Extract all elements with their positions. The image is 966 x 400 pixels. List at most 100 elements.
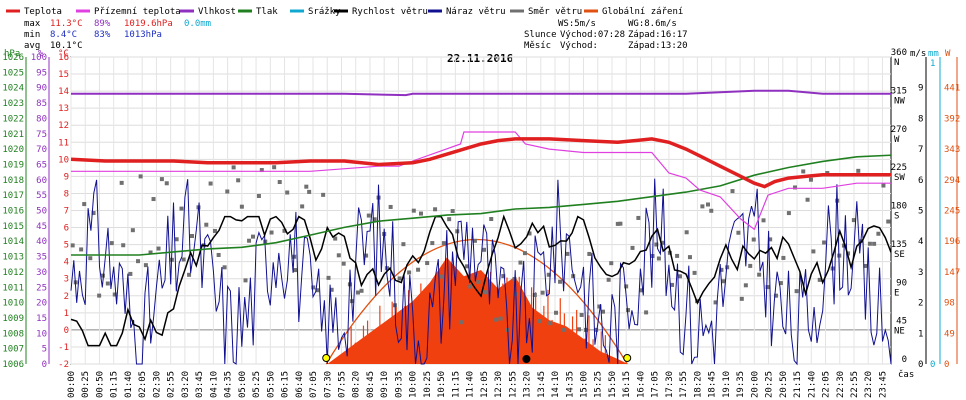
wind-dir-point — [654, 242, 659, 247]
wind-dir-point — [151, 197, 156, 202]
wind-dir-point — [105, 281, 110, 286]
wind-dir-point — [721, 279, 726, 284]
x-axis-label: 08:20 — [352, 371, 362, 398]
axis-w-tick: 294 — [944, 176, 960, 186]
axis-temp-tick: 13 — [58, 104, 69, 114]
wind-dir-point — [793, 185, 798, 190]
wind-dir-point — [811, 249, 816, 254]
x-axis-label: 12:05 — [480, 371, 490, 398]
x-axis-label: 02:30 — [152, 371, 162, 398]
wind-dir-point — [208, 181, 213, 186]
x-axis-label: 12:55 — [508, 371, 518, 398]
axis-hpa-tick: 1025 — [2, 68, 24, 78]
wind-dir-point — [70, 243, 75, 248]
wind-dir-point — [501, 274, 506, 279]
x-axis-label: 00:00 — [67, 371, 77, 398]
wind-dir-point — [692, 270, 697, 275]
x-axis-label: 15:25 — [594, 371, 604, 398]
axis-w-tick: 392 — [944, 114, 960, 124]
wind-dir-point — [119, 180, 124, 185]
wind-dir-point — [159, 177, 164, 182]
axis-pct-tick: 25 — [36, 283, 47, 293]
legend-label-vlhkost: Vlhkost — [198, 7, 236, 17]
wind-dir-point — [670, 282, 675, 287]
x-axis-label: 02:55 — [167, 371, 177, 398]
axis-w-unit: W — [945, 49, 951, 59]
wind-dir-point — [247, 238, 252, 243]
moon-rise: Východ: — [560, 41, 598, 51]
x-axis-label: 22:55 — [850, 371, 860, 398]
legend-label-tlak: Tlak — [256, 7, 278, 17]
wind-dir-point — [341, 261, 346, 266]
wind-dir-point — [272, 165, 277, 170]
x-axis-label: 13:45 — [537, 371, 547, 398]
wind-dir-point — [204, 222, 209, 227]
axis-w-tick: 245 — [944, 207, 960, 217]
wind-dir-point — [498, 316, 503, 321]
wind-dir-point — [181, 257, 186, 262]
wind-dir-point — [236, 178, 241, 183]
sunrise-marker — [322, 354, 331, 362]
wind-dir-point — [774, 293, 779, 298]
wind-dir-point — [190, 234, 195, 239]
axis-ms-tick: 4 — [918, 237, 923, 247]
stats-max-hum: 89% — [94, 19, 111, 29]
axis-pct-tick: 70 — [36, 145, 47, 155]
wind-dir-point — [438, 274, 443, 279]
stats-min-label: min — [24, 30, 40, 40]
x-axis-label: 15:50 — [608, 371, 618, 398]
wind-dir-point — [687, 255, 692, 260]
axis-pct-tick: 40 — [36, 237, 47, 247]
x-axis-label: 22:05 — [822, 371, 832, 398]
wind-dir-point — [336, 253, 341, 258]
legend-label-teplota: Teplota — [24, 7, 62, 17]
wind-dir-point — [91, 211, 96, 216]
stats-min-temp: 8.4°C — [50, 30, 77, 40]
axis-ms-tick: 9 — [918, 84, 923, 94]
axis-dir-tick: 135 — [891, 240, 907, 250]
wind-dir-point — [321, 192, 326, 197]
wind-dir-point — [366, 213, 371, 218]
axes: hPa % °C m/s mm W čas 102610251024102310… — [2, 48, 960, 380]
wind-dir-point — [128, 271, 133, 276]
wind-dir-point — [315, 288, 320, 293]
x-axis-label: 16:40 — [636, 371, 646, 398]
wind-dir-point — [411, 208, 416, 213]
axis-w-tick: 98 — [944, 299, 955, 309]
wind-dir-point — [364, 253, 369, 258]
wind-dir-point — [781, 255, 786, 260]
wind-dir-point — [143, 263, 148, 268]
sunset-marker — [623, 354, 632, 362]
wind-dir-point — [786, 211, 791, 216]
wind-dir-point — [618, 221, 623, 226]
wind-dir-point — [216, 252, 221, 257]
axis-pct-tick: 65 — [36, 160, 47, 170]
wind-dir-point — [430, 241, 435, 246]
axis-hpa-tick: 1012 — [2, 268, 24, 278]
stats-max-press: 1019.6hPa — [124, 19, 173, 29]
wind-dir-point — [554, 310, 559, 315]
wind-dir-point — [748, 263, 753, 268]
wind-dir-point — [359, 288, 364, 293]
x-axis-label: 10:50 — [437, 371, 447, 398]
axis-hpa-tick: 1024 — [2, 84, 24, 94]
axis-pct-tick: 95 — [36, 68, 47, 78]
axis-temp-tick: 2 — [64, 292, 69, 302]
axis-temp-tick: 4 — [64, 258, 69, 268]
wind-dir-point — [606, 277, 611, 282]
wind-dir-point — [222, 265, 227, 270]
stats-min-hum: 83% — [94, 30, 111, 40]
wind-dir-point — [546, 272, 551, 277]
axis-ms-tick: 3 — [918, 268, 923, 278]
wind-dir-point — [719, 267, 724, 272]
wind-dir-point — [801, 169, 806, 174]
axis-hpa-tick: 1014 — [2, 237, 24, 247]
wind-dir-point — [447, 217, 452, 222]
axis-temp-tick: 9 — [64, 172, 69, 182]
series-wind-gust — [70, 178, 892, 366]
wind-dir-point — [644, 310, 649, 315]
x-axis-label: 08:45 — [366, 371, 376, 398]
axis-w-tick: 343 — [944, 145, 960, 155]
x-axis-label: 01:40 — [124, 371, 134, 398]
axis-hpa-tick: 1026 — [2, 53, 24, 63]
